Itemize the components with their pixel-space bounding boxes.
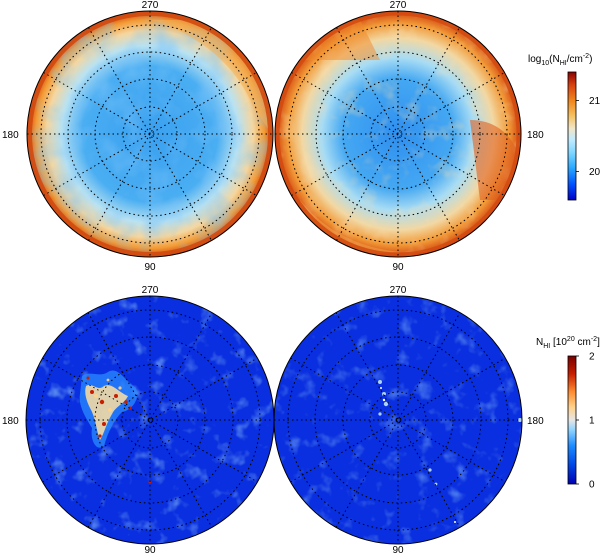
colorbar-top-title: log10(NHI/cm-2) [528, 53, 592, 67]
map-panel-bottom-left: 270 180 90 [2, 285, 275, 555]
graticule-top-right [275, 11, 521, 257]
label-180: 180 [2, 130, 19, 141]
map-panel-top-left: 270 180 90 [2, 0, 274, 273]
label-90: 90 [144, 545, 156, 555]
label-180: 180 [527, 130, 544, 141]
map-panel-top-right: 270 180 90 [274, 0, 544, 273]
colorbar-bottom-tick-label: 1 [589, 416, 595, 427]
label-90: 90 [392, 262, 404, 273]
map-panel-bottom-right: 270 180 90 [273, 285, 544, 555]
colorbar-bottom-tick-label: 0 [589, 480, 595, 491]
graticule-bottom-left [26, 296, 274, 544]
label-90: 90 [144, 262, 156, 273]
label-180: 180 [2, 416, 19, 427]
colorbar-top: log10(NHI/cm-2) 21 20 [528, 53, 600, 201]
colorbar-top-gradient [567, 71, 577, 201]
label-270: 270 [142, 0, 159, 11]
label-270: 270 [390, 0, 407, 11]
label-270: 270 [142, 285, 159, 296]
colorbar-top-tick-label: 21 [589, 96, 600, 107]
colorbar-bottom-gradient [567, 355, 577, 485]
graticule-bottom-right [274, 296, 522, 544]
colorbar-top-tick-label: 20 [589, 167, 600, 178]
graticule-top-left [27, 11, 273, 257]
label-270: 270 [390, 285, 407, 296]
label-90: 90 [392, 545, 404, 555]
colorbar-bottom-tick-label: 2 [589, 352, 595, 363]
colorbar-bottom: NHI [1020 cm-2] 2 1 0 [536, 336, 600, 491]
colorbar-bottom-title: NHI [1020 cm-2] [536, 336, 600, 350]
label-180: 180 [527, 416, 544, 427]
